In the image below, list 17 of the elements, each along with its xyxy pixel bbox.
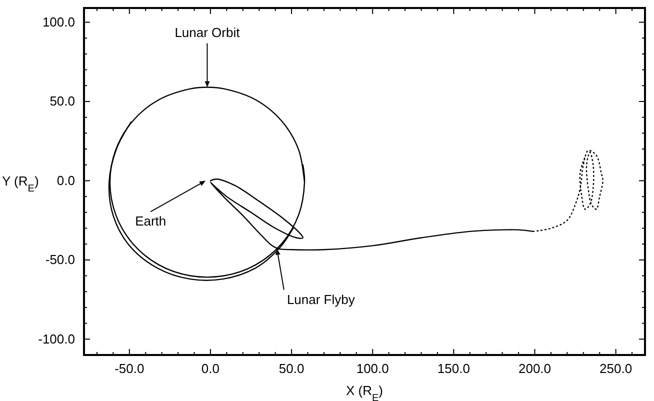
x-axis-title: X (R$_{E}$) bbox=[346, 383, 384, 401]
annotation: Lunar Flyby bbox=[286, 292, 356, 307]
annotation: Lunar Orbit bbox=[174, 25, 240, 40]
y-axis-title: Y (R$_{E}$) bbox=[2, 174, 39, 194]
y-tick-label: 50.0 bbox=[50, 94, 75, 109]
y-tick-label: 100.0 bbox=[42, 14, 75, 30]
x-tick-label: 200.0 bbox=[518, 361, 552, 376]
y-tick-label: 0.0 bbox=[56, 172, 75, 188]
y-tick-label: -50.0 bbox=[45, 252, 75, 268]
x-tick-label: 250.0 bbox=[600, 361, 632, 376]
x-tick-label: 0.0 bbox=[201, 361, 220, 376]
x-tick-label: 100.0 bbox=[356, 361, 389, 376]
x-tick-label: -50.0 bbox=[114, 361, 144, 376]
annotation: Earth bbox=[135, 214, 166, 229]
x-tick-label: 50.0 bbox=[278, 361, 304, 376]
x-tick-label: 150.0 bbox=[437, 361, 470, 376]
y-tick-label: -100.0 bbox=[38, 331, 75, 346]
